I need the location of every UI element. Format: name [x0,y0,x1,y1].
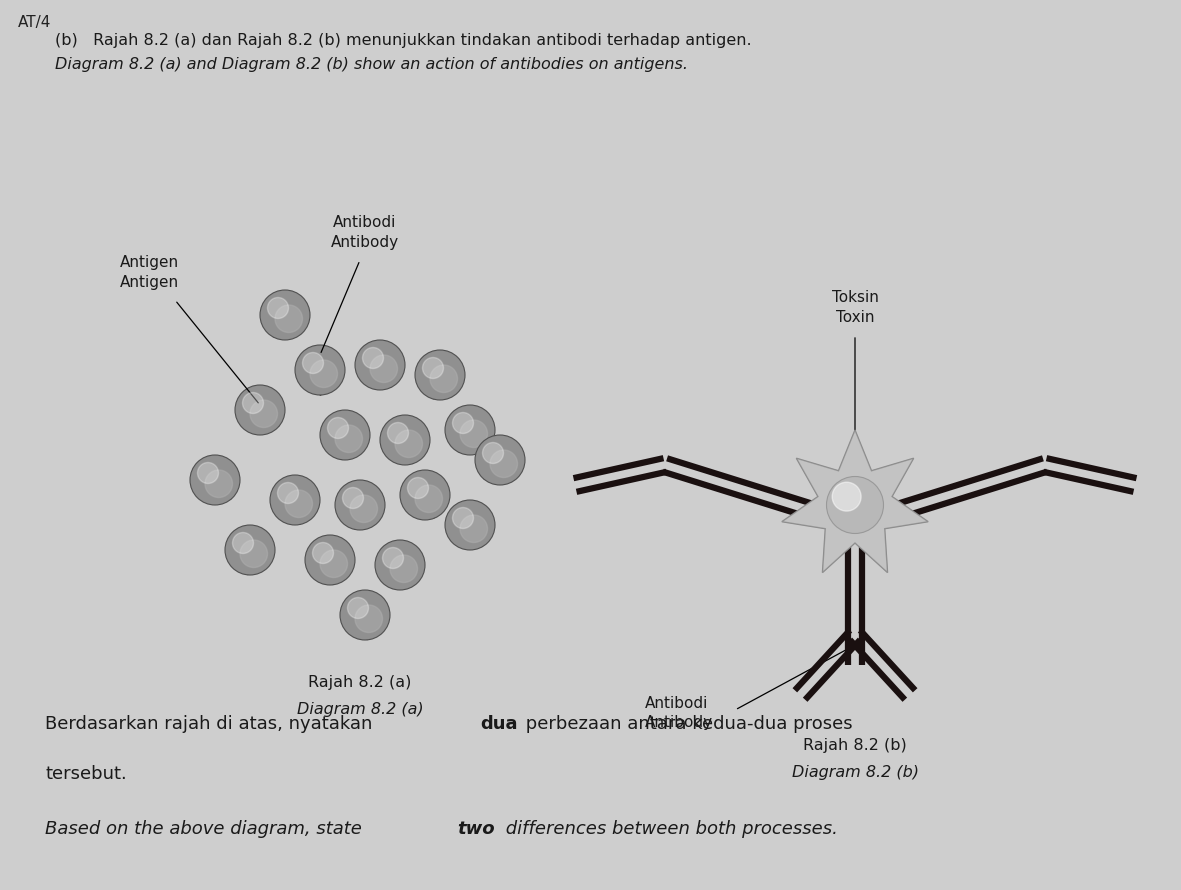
Circle shape [347,597,368,619]
Text: two: two [457,820,495,838]
Text: Based on the above diagram, state: Based on the above diagram, state [45,820,367,838]
Circle shape [490,450,517,478]
Text: dua: dua [479,715,517,733]
Circle shape [483,442,503,464]
Circle shape [827,476,883,533]
Text: Diagram 8.2 (a): Diagram 8.2 (a) [296,702,423,717]
Circle shape [260,290,309,340]
Circle shape [268,297,288,319]
Circle shape [327,417,348,439]
Text: Antibodi
Antibody: Antibodi Antibody [331,215,399,250]
Circle shape [190,455,240,505]
Text: Diagram 8.2 (b): Diagram 8.2 (b) [791,765,919,780]
Circle shape [452,507,474,529]
Circle shape [383,547,404,569]
Text: Rajah 8.2 (a): Rajah 8.2 (a) [308,675,412,690]
Circle shape [394,430,423,457]
Circle shape [445,405,495,455]
Circle shape [305,535,355,585]
Circle shape [278,482,299,504]
Circle shape [415,485,443,513]
Circle shape [355,605,383,633]
Circle shape [320,410,370,460]
Circle shape [285,490,313,517]
Circle shape [415,350,465,400]
Circle shape [313,543,333,563]
Text: Berdasarkan rajah di atas, nyatakan: Berdasarkan rajah di atas, nyatakan [45,715,378,733]
Text: AT/4: AT/4 [18,15,52,30]
Text: Antibodi
Antibody: Antibodi Antibody [645,696,713,731]
Circle shape [240,540,268,568]
Circle shape [423,358,444,378]
Text: Diagram 8.2 (a) and Diagram 8.2 (b) show an action of antibodies on antigens.: Diagram 8.2 (a) and Diagram 8.2 (b) show… [56,57,689,72]
Circle shape [833,482,861,511]
Circle shape [226,525,275,575]
Circle shape [430,365,457,392]
Text: perbezaan antara kedua-dua proses: perbezaan antara kedua-dua proses [520,715,853,733]
Circle shape [335,425,363,452]
Circle shape [309,360,338,387]
Circle shape [235,385,285,435]
Circle shape [275,305,302,333]
Circle shape [461,515,488,543]
Text: differences between both processes.: differences between both processes. [500,820,837,838]
Circle shape [400,470,450,520]
Circle shape [407,478,429,498]
Circle shape [302,352,324,374]
Circle shape [242,392,263,414]
Circle shape [205,470,233,498]
Circle shape [363,347,384,368]
Circle shape [370,355,398,383]
Circle shape [387,423,409,443]
Circle shape [197,463,218,483]
Circle shape [475,435,526,485]
Circle shape [452,412,474,433]
Circle shape [320,550,347,578]
Circle shape [445,500,495,550]
Circle shape [250,400,278,427]
Circle shape [390,555,418,582]
Circle shape [335,480,385,530]
Circle shape [270,475,320,525]
Text: Toksin
Toxin: Toksin Toxin [831,290,879,325]
Circle shape [295,345,345,395]
Polygon shape [782,430,928,572]
Text: Rajah 8.2 (b): Rajah 8.2 (b) [803,738,907,753]
Text: Antigen
Antigen: Antigen Antigen [120,255,180,290]
Circle shape [340,590,390,640]
Circle shape [380,415,430,465]
Circle shape [342,488,364,508]
Circle shape [233,532,254,554]
Text: tersebut.: tersebut. [45,765,126,783]
Text: (b)   Rajah 8.2 (a) dan Rajah 8.2 (b) menunjukkan tindakan antibodi terhadap ant: (b) Rajah 8.2 (a) dan Rajah 8.2 (b) menu… [56,33,751,48]
Circle shape [355,340,405,390]
Circle shape [376,540,425,590]
Circle shape [350,495,378,522]
Polygon shape [782,430,928,572]
Circle shape [461,420,488,448]
